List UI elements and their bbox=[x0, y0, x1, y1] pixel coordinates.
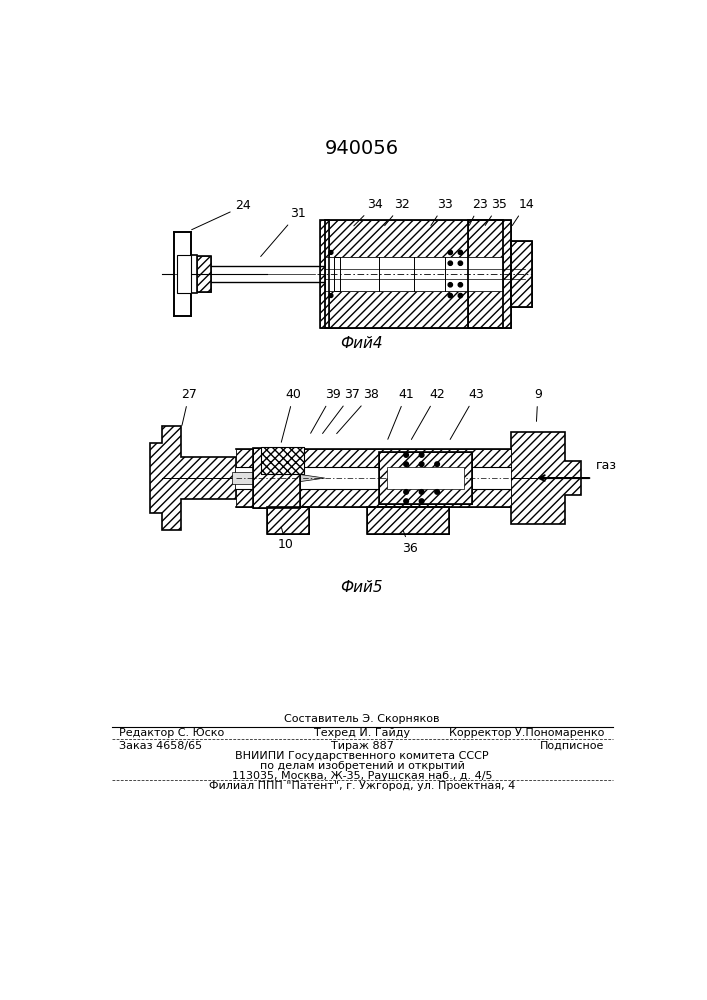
Circle shape bbox=[458, 261, 462, 265]
Text: 10: 10 bbox=[278, 527, 294, 551]
Circle shape bbox=[448, 283, 452, 287]
Text: Редактор С. Юско: Редактор С. Юско bbox=[119, 728, 225, 738]
Circle shape bbox=[404, 462, 409, 466]
Circle shape bbox=[329, 294, 333, 297]
Text: 33: 33 bbox=[431, 198, 452, 225]
Text: 9: 9 bbox=[534, 388, 542, 421]
Bar bbox=[267, 507, 309, 534]
Circle shape bbox=[435, 462, 440, 466]
Bar bbox=[468, 220, 510, 328]
Text: газ: газ bbox=[596, 459, 617, 472]
Bar bbox=[235, 489, 510, 507]
Circle shape bbox=[419, 453, 424, 457]
Circle shape bbox=[448, 293, 452, 298]
Bar bbox=[334, 257, 340, 291]
Text: 38: 38 bbox=[337, 388, 379, 434]
Polygon shape bbox=[151, 426, 235, 530]
Text: 24: 24 bbox=[192, 199, 251, 230]
Text: Техред И. Гайду: Техред И. Гайду bbox=[314, 728, 410, 738]
Text: 23: 23 bbox=[469, 198, 488, 225]
Bar bbox=[232, 472, 284, 484]
Text: 31: 31 bbox=[261, 207, 305, 256]
Bar bbox=[468, 220, 510, 328]
Polygon shape bbox=[282, 472, 325, 484]
Text: Корректор У.Пономаренко: Корректор У.Пономаренко bbox=[449, 728, 604, 738]
Bar bbox=[325, 220, 503, 257]
Bar bbox=[174, 232, 191, 316]
Bar bbox=[510, 241, 532, 307]
Text: 37: 37 bbox=[322, 388, 360, 433]
Bar bbox=[177, 255, 191, 293]
Bar bbox=[253, 448, 300, 508]
Bar bbox=[368, 507, 449, 534]
Text: 32: 32 bbox=[385, 198, 410, 226]
Text: 39: 39 bbox=[310, 388, 340, 433]
Circle shape bbox=[419, 490, 424, 494]
Text: Фий5: Фий5 bbox=[341, 580, 383, 595]
Text: 41: 41 bbox=[388, 388, 414, 439]
Bar bbox=[197, 256, 211, 292]
Polygon shape bbox=[510, 432, 580, 524]
Text: 35: 35 bbox=[485, 198, 507, 225]
Bar bbox=[197, 256, 211, 292]
Circle shape bbox=[448, 250, 452, 255]
Bar bbox=[261, 447, 304, 474]
Bar bbox=[235, 467, 510, 489]
Text: 40: 40 bbox=[281, 388, 302, 442]
Bar bbox=[368, 507, 449, 534]
Text: 34: 34 bbox=[354, 198, 383, 226]
Text: 43: 43 bbox=[450, 388, 484, 439]
Text: ВНИИПИ Государственного комитета СССР: ВНИИПИ Государственного комитета СССР bbox=[235, 751, 489, 761]
Text: 113035, Москва, Ж-35, Раушская наб., д. 4/5: 113035, Москва, Ж-35, Раушская наб., д. … bbox=[232, 771, 492, 781]
Bar bbox=[267, 507, 309, 534]
Circle shape bbox=[448, 261, 452, 265]
Bar bbox=[320, 220, 329, 328]
Circle shape bbox=[458, 283, 462, 287]
Text: Фий4: Фий4 bbox=[341, 336, 383, 351]
Bar bbox=[445, 257, 499, 291]
Bar bbox=[261, 447, 304, 474]
Bar bbox=[379, 452, 472, 504]
Circle shape bbox=[404, 453, 409, 457]
Bar bbox=[379, 452, 472, 504]
Text: 940056: 940056 bbox=[325, 139, 399, 158]
Text: Подписное: Подписное bbox=[540, 741, 604, 751]
Text: 27: 27 bbox=[181, 388, 197, 425]
Bar bbox=[325, 291, 503, 328]
Circle shape bbox=[458, 250, 462, 255]
Bar bbox=[510, 241, 532, 307]
Text: 14: 14 bbox=[513, 198, 534, 225]
Text: 42: 42 bbox=[411, 388, 445, 439]
Bar bbox=[235, 449, 510, 467]
Bar bbox=[387, 467, 464, 489]
Bar bbox=[325, 220, 503, 328]
Circle shape bbox=[458, 293, 462, 298]
Text: Составитель Э. Скорняков: Составитель Э. Скорняков bbox=[284, 714, 440, 724]
Text: Филиал ППП "Патент", г. Ужгород, ул. Проектная, 4: Филиал ППП "Патент", г. Ужгород, ул. Про… bbox=[209, 781, 515, 791]
Circle shape bbox=[419, 499, 424, 503]
Text: Заказ 4658/65: Заказ 4658/65 bbox=[119, 741, 202, 751]
Bar bbox=[320, 220, 329, 328]
Circle shape bbox=[404, 490, 409, 494]
Bar bbox=[253, 448, 300, 508]
Text: Тираж 887: Тираж 887 bbox=[330, 741, 393, 751]
Circle shape bbox=[329, 251, 333, 254]
Circle shape bbox=[419, 462, 424, 466]
Circle shape bbox=[435, 490, 440, 494]
Text: по делам изобретений и открытий: по делам изобретений и открытий bbox=[259, 761, 464, 771]
Circle shape bbox=[404, 499, 409, 503]
Bar bbox=[325, 257, 503, 291]
Text: 36: 36 bbox=[402, 531, 418, 555]
